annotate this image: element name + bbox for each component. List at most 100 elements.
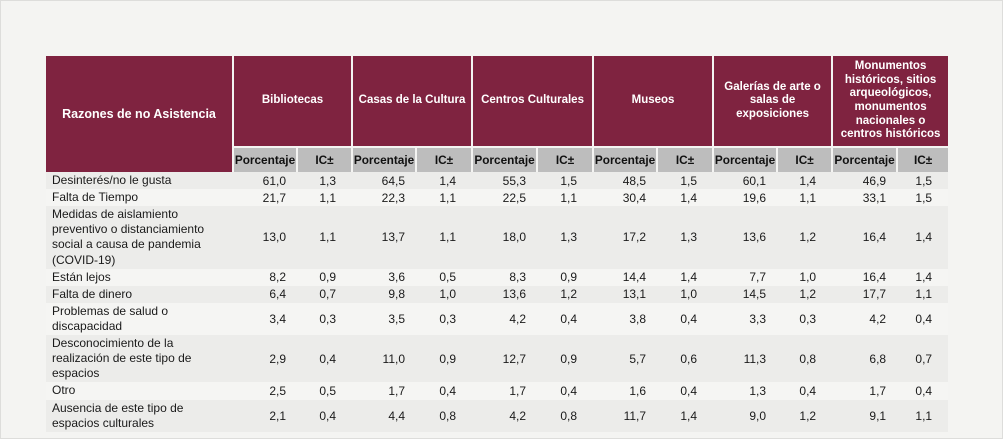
row-label: Medidas de aislamiento preventivo o dist… bbox=[52, 207, 205, 267]
subheader-porcentaje-5: Porcentaje bbox=[712, 146, 778, 172]
cell-ic: 0,3 bbox=[319, 311, 337, 326]
cell-porcentaje: 2,1 bbox=[269, 408, 286, 423]
cell-porcentaje: 2,9 bbox=[269, 351, 286, 366]
cell-porcentaje: 1,7 bbox=[509, 383, 527, 398]
cell-ic: 1,1 bbox=[799, 190, 817, 205]
cell-ic: 1,1 bbox=[915, 408, 933, 423]
cell-ic: 0,4 bbox=[560, 383, 578, 398]
cell-ic: 1,5 bbox=[680, 173, 698, 188]
cell-ic: 1,5 bbox=[915, 173, 933, 188]
cell-porcentaje: 55,3 bbox=[502, 173, 527, 188]
cell-ic: 0,5 bbox=[439, 270, 457, 285]
subheader-ic-3: IC± bbox=[536, 146, 594, 172]
cell-ic: 1,4 bbox=[915, 270, 933, 285]
row-label: Están lejos bbox=[52, 269, 111, 284]
cell-ic: 1,4 bbox=[799, 173, 817, 188]
cell-ic: 1,2 bbox=[799, 408, 817, 423]
cell-ic: 1,5 bbox=[560, 173, 578, 188]
cell-ic: 1,4 bbox=[680, 190, 698, 205]
table-row-desintere-s-no-le-gusta: Desinterés/no le gusta 61,0 1,3 64,5 1,4 55,3… bbox=[46, 172, 949, 190]
cell-ic: 0,9 bbox=[560, 351, 578, 366]
cell-ic: 1,1 bbox=[319, 190, 337, 205]
subheader-ic-5: IC± bbox=[776, 146, 833, 172]
subheader-ic-2: IC± bbox=[415, 146, 473, 172]
sub-header-row: Porcentaje IC± Porcentaje IC± Porcentaje IC± P… bbox=[46, 146, 949, 172]
row-label: Falta de dinero bbox=[52, 286, 133, 301]
cell-ic: 1,2 bbox=[560, 287, 578, 302]
cell-porcentaje: 1,3 bbox=[749, 383, 767, 398]
cell-porcentaje: 46,9 bbox=[862, 173, 887, 188]
cell-porcentaje: 13,0 bbox=[262, 230, 286, 245]
cell-ic: 1,4 bbox=[439, 173, 457, 188]
subheader-porcentaje-4: Porcentaje bbox=[592, 146, 658, 172]
cell-ic: 1,3 bbox=[319, 173, 337, 188]
cell-ic: 0,4 bbox=[439, 383, 457, 398]
group-header-bibliotecas: Bibliotecas bbox=[231, 56, 353, 147]
cell-ic: 0,3 bbox=[439, 311, 457, 326]
cell-ic: 1,0 bbox=[680, 287, 698, 302]
cell-porcentaje: 6,8 bbox=[869, 351, 887, 366]
cell-porcentaje: 21,7 bbox=[262, 190, 286, 205]
cell-ic: 1,3 bbox=[560, 230, 578, 245]
cell-ic: 1,5 bbox=[915, 190, 933, 205]
cell-ic: 0,6 bbox=[680, 351, 698, 366]
cell-porcentaje: 2,5 bbox=[269, 383, 286, 398]
cell-porcentaje: 4,4 bbox=[388, 408, 406, 423]
cell-porcentaje: 48,5 bbox=[622, 173, 647, 188]
row-label: Problemas de salud o discapacidad bbox=[52, 303, 169, 333]
subheader-porcentaje-3: Porcentaje bbox=[471, 146, 538, 172]
cell-ic: 0,4 bbox=[915, 311, 933, 326]
subheader-ic-4: IC± bbox=[656, 146, 714, 172]
cell-porcentaje: 3,3 bbox=[749, 311, 767, 326]
table-row-falta-de-tiempo: Falta de Tiempo 21,7 1,1 22,3 1,1 22,5 1,1 30,4… bbox=[46, 189, 949, 207]
cell-ic: 1,4 bbox=[915, 230, 933, 245]
cell-porcentaje: 8,2 bbox=[269, 270, 286, 285]
cell-porcentaje: 13,6 bbox=[502, 287, 527, 302]
cell-porcentaje: 4,2 bbox=[509, 311, 527, 326]
cell-ic: 0,8 bbox=[439, 408, 457, 423]
table-row-problemas-de-salud-o-discapaci: Problemas de salud o discapacidad 3,4 0,3 3… bbox=[46, 302, 949, 336]
cell-porcentaje: 16,4 bbox=[862, 230, 887, 245]
cell-ic: 0,8 bbox=[560, 408, 578, 423]
cell-porcentaje: 17,7 bbox=[862, 287, 887, 302]
group-header-museos: Museos bbox=[592, 56, 714, 147]
cell-porcentaje: 6,4 bbox=[269, 287, 286, 302]
cell-ic: 1,1 bbox=[439, 230, 457, 245]
cell-ic: 1,4 bbox=[680, 270, 698, 285]
cell-porcentaje: 9,8 bbox=[388, 287, 406, 302]
cell-porcentaje: 13,7 bbox=[381, 230, 406, 245]
cell-porcentaje: 12,7 bbox=[502, 351, 527, 366]
cell-ic: 0,4 bbox=[560, 311, 578, 326]
cell-porcentaje: 9,1 bbox=[869, 408, 887, 423]
table-row-ausencia-de-este-tipo-de-espac: Ausencia de este tipo de espacios cultur… bbox=[46, 399, 949, 432]
table-body: Desinterés/no le gusta 61,0 1,3 64,5 1,4 55,3… bbox=[46, 172, 949, 432]
cell-porcentaje: 1,7 bbox=[869, 383, 887, 398]
cell-ic: 0,4 bbox=[680, 383, 698, 398]
cell-porcentaje: 7,7 bbox=[749, 270, 767, 285]
group-header-galeri-as-de-arte-o-salas-de-e: Galerías de arte o salas de exposiciones bbox=[712, 56, 833, 147]
cell-porcentaje: 22,3 bbox=[381, 190, 406, 205]
cell-ic: 0,9 bbox=[439, 351, 457, 366]
cell-ic: 0,9 bbox=[560, 270, 578, 285]
group-header-centros-culturales: Centros Culturales bbox=[471, 56, 594, 147]
cell-porcentaje: 3,5 bbox=[388, 311, 406, 326]
cell-porcentaje: 3,6 bbox=[388, 270, 406, 285]
cell-porcentaje: 3,4 bbox=[269, 311, 286, 326]
non-attendance-reasons-table: Razones de no Asistencia Bibliotecas Casa… bbox=[46, 56, 949, 432]
subheader-porcentaje-6: Porcentaje bbox=[831, 146, 898, 172]
cell-porcentaje: 11,0 bbox=[382, 351, 406, 366]
table-row-medidas-de-aislamiento-prevent: Medidas de aislamiento preventivo o dist… bbox=[46, 206, 949, 269]
subheader-ic-6: IC± bbox=[896, 146, 949, 172]
cell-porcentaje: 1,6 bbox=[629, 383, 647, 398]
cell-ic: 1,1 bbox=[560, 190, 578, 205]
cell-porcentaje: 60,1 bbox=[742, 173, 767, 188]
cell-porcentaje: 61,0 bbox=[262, 173, 286, 188]
row-label: Desconocimiento de la realización de est… bbox=[52, 336, 192, 381]
cell-porcentaje: 4,2 bbox=[869, 311, 887, 326]
table-row-falta-de-dinero: Falta de dinero 6,4 0,7 9,8 1,0 13,6 1,2 13,1 1,… bbox=[46, 285, 949, 303]
cell-porcentaje: 18,0 bbox=[502, 230, 527, 245]
cell-porcentaje: 64,5 bbox=[381, 173, 406, 188]
cell-ic: 0,4 bbox=[799, 383, 817, 398]
group-header-row: Razones de no Asistencia Bibliotecas Casa… bbox=[46, 56, 949, 172]
